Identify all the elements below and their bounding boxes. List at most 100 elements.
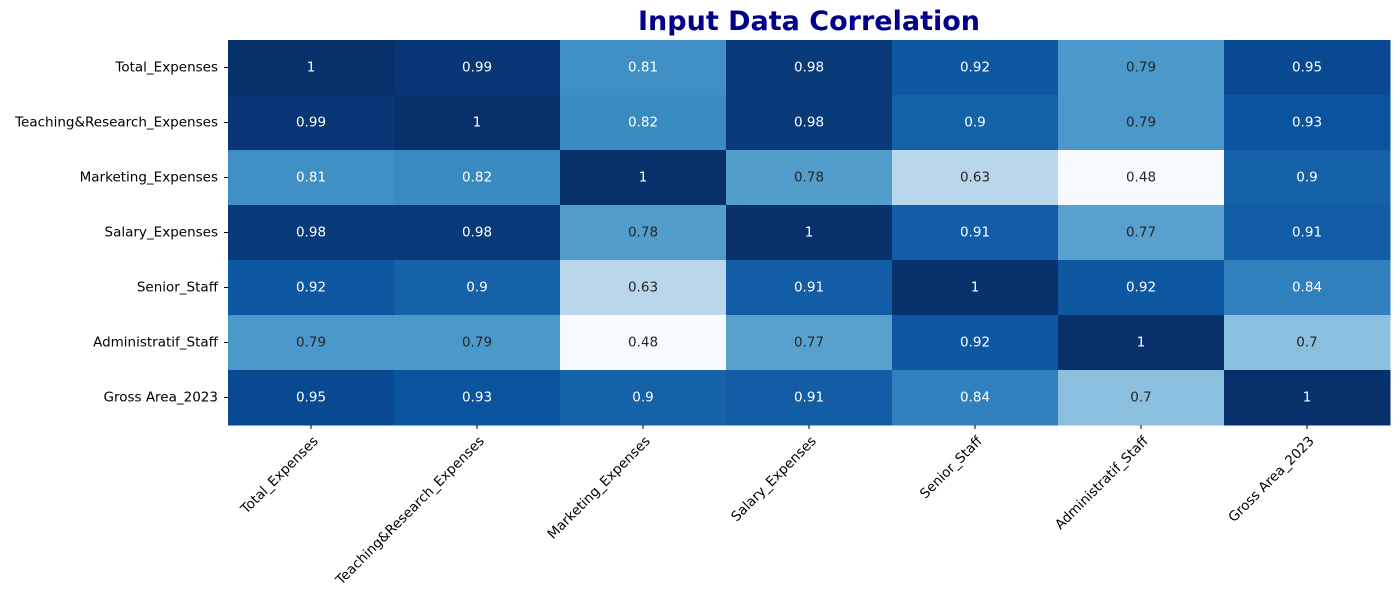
- x-tick-label: Senior_Staff: [917, 433, 986, 502]
- heatmap-cell: [1058, 150, 1225, 206]
- cell-value-label: 0.79: [1126, 60, 1156, 76]
- cell-value-label: 0.92: [960, 60, 990, 76]
- cell-value-label: 0.91: [1292, 225, 1322, 241]
- heatmap-cell: [1224, 315, 1391, 371]
- cell-value-label: 1: [971, 280, 980, 296]
- y-tick-label: Senior_Staff: [137, 280, 219, 296]
- heatmap-cell: [560, 95, 727, 151]
- heatmap-cell: [394, 370, 561, 426]
- cell-value-label: 0.98: [794, 60, 824, 76]
- cell-value-label: 0.95: [296, 390, 326, 406]
- cell-value-label: 0.98: [794, 115, 824, 131]
- cell-value-label: 0.9: [466, 280, 487, 296]
- y-tick-label: Administratif_Staff: [93, 335, 219, 351]
- cell-value-label: 0.78: [628, 225, 658, 241]
- heatmap-cell: [394, 95, 561, 151]
- y-tick-label: Gross Area_2023: [103, 390, 218, 406]
- heatmap-cell: [1058, 260, 1225, 316]
- heatmap-cell: [892, 150, 1059, 206]
- cell-value-label: 0.81: [628, 60, 658, 76]
- heatmap-cell: [892, 40, 1059, 96]
- cell-value-label: 1: [307, 60, 316, 76]
- cell-value-label: 0.84: [1292, 280, 1322, 296]
- heatmap-cell: [228, 150, 395, 206]
- cell-value-label: 1: [1137, 335, 1146, 351]
- y-axis: Total_Expenses Teaching&Research_Expenses…: [14, 60, 228, 406]
- heatmap-cell: [1224, 95, 1391, 151]
- cell-value-label: 0.7: [1130, 390, 1151, 406]
- heatmap-cell: [394, 40, 561, 96]
- heatmap-cell: [228, 260, 395, 316]
- heatmap-cell: [228, 370, 395, 426]
- heatmap-cell: [394, 205, 561, 261]
- heatmap-cell: [560, 205, 727, 261]
- y-tick-label: Salary_Expenses: [105, 225, 218, 241]
- cell-value-label: 0.91: [794, 280, 824, 296]
- y-tick-label: Marketing_Expenses: [80, 170, 218, 186]
- cell-value-label: 0.48: [628, 335, 658, 351]
- y-tick-label: Teaching&Research_Expenses: [14, 115, 218, 131]
- heatmap-cell: [1058, 315, 1225, 371]
- heatmap-cell: [892, 95, 1059, 151]
- cell-value-label: 0.91: [960, 225, 990, 241]
- heatmap-cell: [394, 150, 561, 206]
- heatmap-cell: [1224, 205, 1391, 261]
- heatmap-cell: [1224, 370, 1391, 426]
- x-tick-label: Marketing_Expenses: [545, 433, 654, 542]
- cell-value-label: 0.9: [964, 115, 985, 131]
- heatmap-cell: [726, 150, 893, 206]
- cell-value-label: 0.63: [628, 280, 658, 296]
- cell-value-label: 0.84: [960, 390, 990, 406]
- x-tick-label: Salary_Expenses: [728, 433, 820, 525]
- heatmap-cell: [892, 205, 1059, 261]
- cell-value-label: 0.99: [462, 60, 492, 76]
- heatmap-cell: [228, 40, 395, 96]
- heatmap-cell: [560, 315, 727, 371]
- cell-value-label: 0.82: [628, 115, 658, 131]
- cell-value-label: 0.78: [794, 170, 824, 186]
- cell-value-label: 0.95: [1292, 60, 1322, 76]
- heatmap-cell: [228, 95, 395, 151]
- cell-value-label: 0.7: [1296, 335, 1317, 351]
- cell-value-label: 0.81: [296, 170, 326, 186]
- cell-value-label: 0.92: [296, 280, 326, 296]
- cell-value-label: 0.79: [296, 335, 326, 351]
- cell-value-label: 0.98: [296, 225, 326, 241]
- cell-value-label: 0.99: [296, 115, 326, 131]
- y-tick-label: Total_Expenses: [114, 60, 218, 76]
- heatmap-cell: [228, 205, 395, 261]
- heatmap-cells: [228, 40, 1391, 426]
- cell-value-label: 0.63: [960, 170, 990, 186]
- cell-value-label: 0.79: [462, 335, 492, 351]
- cell-value-label: 0.77: [794, 335, 824, 351]
- cell-value-label: 0.98: [462, 225, 492, 241]
- heatmap-cell: [892, 370, 1059, 426]
- cell-value-label: 0.93: [1292, 115, 1322, 131]
- heatmap-cell: [560, 260, 727, 316]
- heatmap-cell: [560, 40, 727, 96]
- heatmap-cell: [560, 370, 727, 426]
- heatmap-cell: [726, 315, 893, 371]
- cell-value-label: 0.79: [1126, 115, 1156, 131]
- cell-value-label: 1: [473, 115, 482, 131]
- cell-value-label: 0.91: [794, 390, 824, 406]
- cell-value-label: 0.9: [632, 390, 653, 406]
- heatmap-cell-labels: 1 0.99 0.81 0.98 0.92 0.79 0.95 0.99 1 0.82 0.98 0.…: [296, 60, 1322, 406]
- heatmap-cell: [1058, 95, 1225, 151]
- heatmap-cell: [1058, 370, 1225, 426]
- cell-value-label: 0.77: [1126, 225, 1156, 241]
- heatmap-cell: [726, 95, 893, 151]
- heatmap-cell: [1058, 40, 1225, 96]
- heatmap-cell: [726, 370, 893, 426]
- heatmap-cell: [1224, 150, 1391, 206]
- x-tick-label: Administratif_Staff: [1052, 433, 1152, 533]
- heatmap-cell: [892, 260, 1059, 316]
- cell-value-label: 0.82: [462, 170, 492, 186]
- heatmap-cell: [726, 40, 893, 96]
- cell-value-label: 0.9: [1296, 170, 1317, 186]
- x-tick-label: Gross Area_2023: [1225, 433, 1317, 525]
- cell-value-label: 1: [805, 225, 814, 241]
- heatmap-cell: [228, 315, 395, 371]
- cell-value-label: 1: [1303, 390, 1312, 406]
